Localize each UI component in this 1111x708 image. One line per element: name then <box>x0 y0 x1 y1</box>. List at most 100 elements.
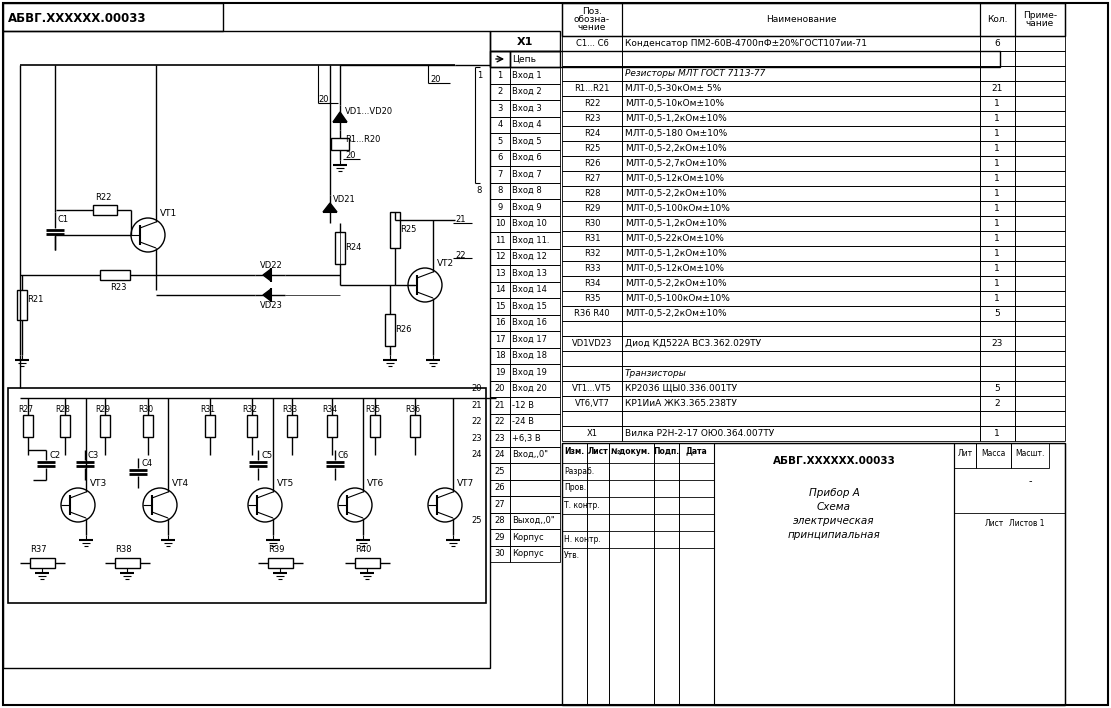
Bar <box>980 141 1015 156</box>
Text: R38: R38 <box>116 545 131 554</box>
Bar <box>980 156 1015 171</box>
Bar <box>1015 126 1065 141</box>
Bar <box>1015 156 1065 171</box>
Text: R39: R39 <box>268 545 284 554</box>
Text: VT3: VT3 <box>90 479 108 488</box>
Text: Поз.: Поз. <box>582 6 602 16</box>
Text: Вход 4: Вход 4 <box>512 120 542 130</box>
Bar <box>490 117 510 133</box>
Bar <box>562 141 622 156</box>
Bar <box>490 447 510 463</box>
Bar <box>93 205 117 215</box>
Bar <box>100 415 110 437</box>
Bar <box>679 443 714 705</box>
Text: МЛТ-0,5-12кОм±10%: МЛТ-0,5-12кОм±10% <box>625 264 724 273</box>
Text: 12: 12 <box>494 252 506 261</box>
Text: R31: R31 <box>200 406 216 414</box>
Bar <box>510 133 560 149</box>
Text: КР1ИиА ЖК3.365.238ТУ: КР1ИиА ЖК3.365.238ТУ <box>625 399 737 408</box>
Text: Резисторы МЛТ ГОСТ 7113-77: Резисторы МЛТ ГОСТ 7113-77 <box>625 69 765 78</box>
Bar <box>562 231 622 246</box>
Text: электрическая: электрическая <box>793 516 874 526</box>
Bar <box>490 430 510 447</box>
Text: 21: 21 <box>471 401 482 410</box>
Bar <box>510 397 560 413</box>
Bar <box>490 397 510 413</box>
Text: Вход 17: Вход 17 <box>512 335 547 344</box>
Bar <box>30 558 56 568</box>
Bar <box>287 415 297 437</box>
Bar <box>980 426 1015 441</box>
Bar <box>587 443 609 705</box>
Text: Масшт.: Масшт. <box>1015 448 1044 457</box>
Bar <box>143 415 153 437</box>
Bar <box>562 366 622 381</box>
Bar <box>490 463 510 479</box>
Bar <box>490 380 510 397</box>
Text: Вход 6: Вход 6 <box>512 153 542 162</box>
Text: X1: X1 <box>587 429 598 438</box>
Bar <box>562 261 622 276</box>
Bar <box>980 81 1015 96</box>
Text: 15: 15 <box>494 302 506 311</box>
Bar <box>510 67 560 84</box>
Bar <box>1015 51 1065 66</box>
Text: R26: R26 <box>396 326 411 334</box>
Text: Вход 3: Вход 3 <box>512 104 542 113</box>
Text: R22: R22 <box>96 193 111 202</box>
Text: 1: 1 <box>994 204 1000 213</box>
Bar <box>1015 201 1065 216</box>
Text: 30: 30 <box>494 549 506 558</box>
Bar <box>386 314 396 346</box>
Text: Дата: Дата <box>685 447 707 455</box>
Bar <box>100 270 130 280</box>
Bar <box>980 96 1015 111</box>
Bar <box>490 282 510 298</box>
Text: 2: 2 <box>498 87 502 96</box>
Bar <box>954 443 975 468</box>
Polygon shape <box>263 289 271 301</box>
Bar <box>356 558 380 568</box>
Text: обозна-: обозна- <box>574 14 610 23</box>
Text: 1: 1 <box>994 279 1000 288</box>
Text: МЛТ-0,5-2,2кОм±10%: МЛТ-0,5-2,2кОм±10% <box>625 279 727 288</box>
Text: Вход 5: Вход 5 <box>512 137 542 146</box>
Bar <box>562 186 622 201</box>
Bar <box>510 100 560 117</box>
Text: R36: R36 <box>406 406 420 414</box>
Text: R37: R37 <box>30 545 47 554</box>
Text: 27: 27 <box>494 500 506 509</box>
Bar <box>510 496 560 513</box>
Bar <box>490 67 510 84</box>
Text: C6: C6 <box>338 452 349 460</box>
Bar <box>562 126 622 141</box>
Text: Прибор А: Прибор А <box>809 488 860 498</box>
Bar <box>490 232 510 249</box>
Text: VT1...VT5: VT1...VT5 <box>572 384 612 393</box>
Bar <box>490 331 510 348</box>
Bar <box>622 81 980 96</box>
Bar <box>980 306 1015 321</box>
Text: 22: 22 <box>456 251 466 260</box>
Text: R27: R27 <box>583 174 600 183</box>
Text: 8: 8 <box>477 186 482 195</box>
Text: Корпус: Корпус <box>512 549 543 558</box>
Text: R23: R23 <box>583 114 600 123</box>
Text: 22: 22 <box>471 417 482 426</box>
Text: R28: R28 <box>583 189 600 198</box>
Text: R30: R30 <box>138 406 153 414</box>
Bar <box>622 381 980 396</box>
Bar <box>490 199 510 215</box>
Text: R29: R29 <box>96 406 110 414</box>
Bar <box>510 463 560 479</box>
Text: VT2: VT2 <box>437 258 454 268</box>
Text: 1: 1 <box>994 114 1000 123</box>
Bar <box>562 81 622 96</box>
Bar <box>562 321 622 336</box>
Bar <box>1015 396 1065 411</box>
Bar <box>490 529 510 545</box>
Bar <box>490 513 510 529</box>
Bar <box>1015 291 1065 306</box>
Bar <box>510 166 560 183</box>
Bar <box>1015 186 1065 201</box>
